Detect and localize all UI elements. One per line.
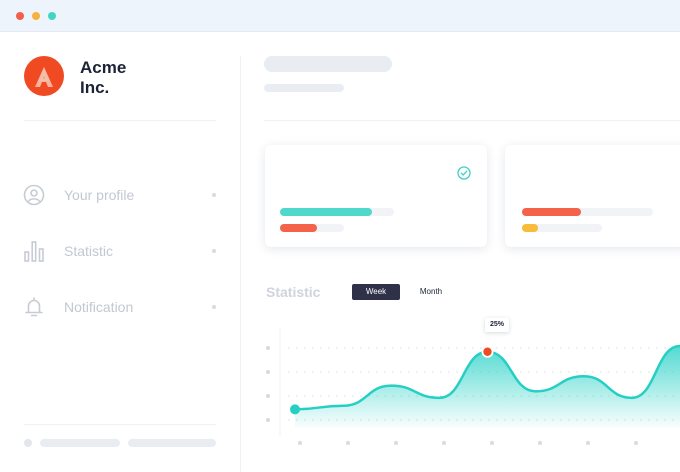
progress-track xyxy=(280,224,344,232)
logo-letter-a-icon xyxy=(35,67,53,87)
x-tick-marker xyxy=(394,441,398,445)
x-tick-marker xyxy=(490,441,494,445)
bar-chart-icon xyxy=(24,241,44,262)
summary-card[interactable] xyxy=(505,145,680,247)
progress-track xyxy=(280,208,394,216)
x-tick-marker xyxy=(346,441,350,445)
minimize-window-button[interactable] xyxy=(32,12,40,20)
y-tick-marker xyxy=(266,346,270,350)
close-window-button[interactable] xyxy=(16,12,24,20)
footer-placeholder-line xyxy=(40,439,120,447)
x-tick-marker xyxy=(538,441,542,445)
x-tick-marker xyxy=(586,441,590,445)
sidebar-item-label: Your profile xyxy=(64,187,135,203)
y-tick-marker xyxy=(266,418,270,422)
x-tick-marker xyxy=(298,441,302,445)
progress-fill xyxy=(280,224,318,232)
sidebar-item-notification[interactable]: Notification xyxy=(22,292,218,322)
maximize-window-button[interactable] xyxy=(48,12,56,20)
progress-track xyxy=(522,208,653,216)
brand-name: Acme Inc. xyxy=(80,58,127,97)
statistic-chart xyxy=(266,328,680,445)
sidebar-item-your-profile[interactable]: Your profile xyxy=(22,180,218,210)
check-circle-icon xyxy=(457,166,471,180)
window-titlebar xyxy=(0,0,680,32)
sidebar-item-indicator xyxy=(212,249,216,253)
area-fill xyxy=(295,346,680,428)
start-point-marker xyxy=(290,404,300,415)
x-tick-marker xyxy=(634,441,638,445)
sidebar-footer-divider xyxy=(24,424,216,425)
sidebar: Acme Inc. Your profile Statistic Notific… xyxy=(0,32,240,472)
progress-fill xyxy=(522,224,538,232)
x-tick-marker xyxy=(442,441,446,445)
user-icon xyxy=(23,184,45,206)
sidebar-border xyxy=(240,56,241,472)
sidebar-divider xyxy=(24,120,216,121)
footer-placeholder-line xyxy=(128,439,216,447)
y-tick-marker xyxy=(266,394,270,398)
summary-card[interactable] xyxy=(265,145,487,247)
progress-fill xyxy=(280,208,373,216)
y-tick-marker xyxy=(266,370,270,374)
sidebar-item-statistic[interactable]: Statistic xyxy=(22,236,218,266)
chart-tooltip: 25% xyxy=(485,318,509,332)
highlight-point-marker xyxy=(483,347,492,356)
sidebar-item-indicator xyxy=(212,305,216,309)
sidebar-item-label: Statistic xyxy=(64,243,114,259)
progress-fill xyxy=(522,208,581,216)
sidebar-item-label: Notification xyxy=(64,299,134,315)
page-subtitle-placeholder xyxy=(264,84,344,92)
page-title-placeholder xyxy=(264,56,392,72)
user-avatar-placeholder[interactable] xyxy=(24,439,32,447)
sidebar-item-indicator xyxy=(212,193,216,197)
header-divider xyxy=(264,120,680,121)
bell-icon xyxy=(25,297,43,317)
tab-month[interactable]: Month xyxy=(419,287,443,296)
acme-logo[interactable] xyxy=(24,56,64,96)
tab-week[interactable]: Week xyxy=(352,284,400,300)
progress-track xyxy=(522,224,602,232)
statistic-title: Statistic xyxy=(266,284,321,300)
